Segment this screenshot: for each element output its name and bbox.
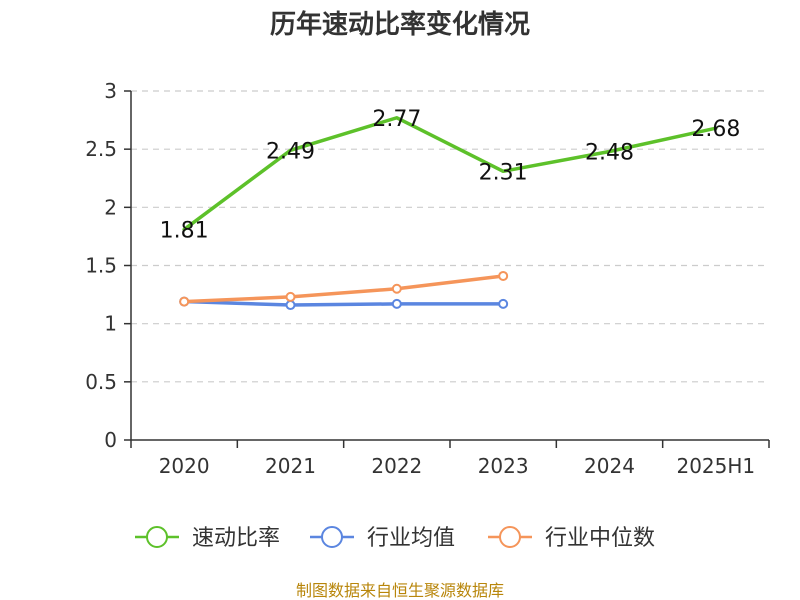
x-tick-label: 2024	[584, 454, 635, 478]
legend: 速动比率 行业均值 行业中位数	[135, 526, 655, 551]
x-tick-label: 2021	[265, 454, 316, 478]
legend-item-0: 速动比率	[135, 526, 280, 551]
data-point	[287, 293, 295, 301]
y-tick-label: 1	[104, 312, 117, 336]
data-point	[393, 300, 401, 308]
y-tick-label: 0.5	[85, 370, 117, 394]
x-tick-label: 2023	[478, 454, 529, 478]
data-label: 2.49	[266, 139, 315, 164]
x-tick-label: 2025H1	[676, 454, 755, 478]
data-label: 2.48	[585, 140, 634, 165]
chart: 历年速动比率变化情况 0 0.5 1 1.5 2 2.5 3 2020 2021 2022 2023…	[0, 0, 800, 600]
y-tick-label: 1.5	[85, 254, 117, 278]
series-line	[184, 276, 503, 302]
legend-item-1: 行业均值	[310, 526, 455, 551]
chart-title: 历年速动比率变化情况	[270, 9, 530, 40]
data-point	[393, 285, 401, 293]
data-point	[287, 301, 295, 309]
data-label: 2.77	[372, 107, 421, 132]
legend-label: 行业中位数	[545, 526, 655, 551]
data-point	[499, 272, 507, 280]
series-line	[184, 118, 716, 230]
data-label: 2.31	[479, 160, 528, 185]
x-tick-label: 2020	[159, 454, 210, 478]
y-tick-label: 0	[104, 428, 117, 452]
data-label: 2.68	[691, 117, 740, 142]
data-point	[180, 298, 188, 306]
source-note: 制图数据来自恒生聚源数据库	[296, 581, 504, 600]
legend-item-2: 行业中位数	[488, 526, 655, 551]
series-2	[180, 272, 507, 306]
grid-lines	[131, 91, 769, 382]
y-tick-label: 2	[104, 195, 117, 219]
legend-label: 行业均值	[367, 526, 455, 551]
data-point	[499, 300, 507, 308]
x-tick-label: 2022	[371, 454, 422, 478]
series-line	[184, 302, 503, 305]
data-label: 1.81	[160, 218, 209, 243]
legend-label: 速动比率	[192, 526, 280, 551]
y-tick-label: 3	[104, 79, 117, 103]
legend-marker	[147, 527, 167, 547]
series-0	[184, 118, 716, 230]
legend-marker	[500, 527, 520, 547]
y-tick-label: 2.5	[85, 137, 117, 161]
legend-marker	[322, 527, 342, 547]
